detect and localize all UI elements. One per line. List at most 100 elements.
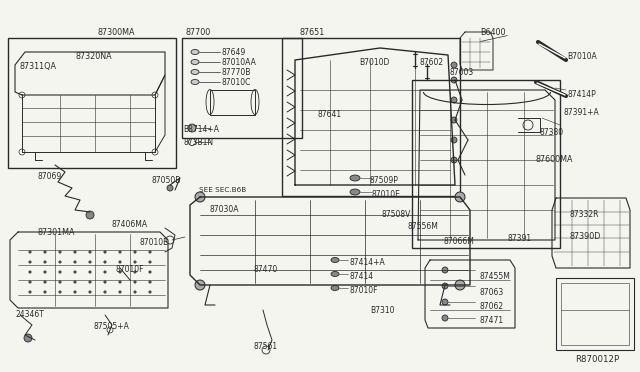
Text: SEE SEC.B6B: SEE SEC.B6B <box>199 187 246 193</box>
Circle shape <box>44 271 46 273</box>
Circle shape <box>44 281 46 283</box>
Text: 87010F: 87010F <box>115 265 143 274</box>
Text: 87069: 87069 <box>38 172 62 181</box>
Circle shape <box>59 281 61 283</box>
Text: 87471: 87471 <box>480 316 504 325</box>
Circle shape <box>451 157 457 163</box>
Text: 87600MA: 87600MA <box>535 155 573 164</box>
Text: 87010E: 87010E <box>371 190 400 199</box>
Text: 87700: 87700 <box>186 28 211 37</box>
Text: B7010D: B7010D <box>359 58 389 67</box>
Circle shape <box>89 271 92 273</box>
Circle shape <box>104 281 106 283</box>
Circle shape <box>195 192 205 202</box>
Circle shape <box>451 62 457 68</box>
Text: 87406MA: 87406MA <box>112 220 148 229</box>
Bar <box>561 283 629 345</box>
Text: 87010E: 87010E <box>140 238 169 247</box>
Ellipse shape <box>191 60 199 64</box>
Circle shape <box>149 261 151 263</box>
Circle shape <box>149 291 151 293</box>
Text: 87505+A: 87505+A <box>94 322 130 331</box>
Circle shape <box>119 271 121 273</box>
Text: 87010F: 87010F <box>350 286 378 295</box>
Circle shape <box>119 261 121 263</box>
Bar <box>412 80 560 248</box>
Text: 87556M: 87556M <box>408 222 439 231</box>
Ellipse shape <box>191 80 199 84</box>
Text: 87414+A: 87414+A <box>350 258 386 267</box>
Text: 87300MA: 87300MA <box>97 28 134 37</box>
Text: 873B1N: 873B1N <box>183 138 213 147</box>
Circle shape <box>451 117 457 123</box>
Text: 87311QA: 87311QA <box>20 62 57 71</box>
Circle shape <box>134 271 136 273</box>
Text: 87320NA: 87320NA <box>75 52 111 61</box>
Text: 87390D: 87390D <box>569 232 600 241</box>
Bar <box>182 38 302 138</box>
Circle shape <box>134 281 136 283</box>
Circle shape <box>104 271 106 273</box>
Text: 87066M: 87066M <box>444 237 475 246</box>
Circle shape <box>44 291 46 293</box>
Circle shape <box>442 267 448 273</box>
Circle shape <box>455 192 465 202</box>
Text: 87414: 87414 <box>350 272 374 281</box>
Circle shape <box>44 261 46 263</box>
Text: 87050B: 87050B <box>152 176 181 185</box>
Text: 87030A: 87030A <box>209 205 239 214</box>
Text: 87455M: 87455M <box>479 272 510 281</box>
Circle shape <box>74 271 76 273</box>
Circle shape <box>29 251 31 253</box>
Text: 87062: 87062 <box>480 302 504 311</box>
Text: 87063: 87063 <box>480 288 504 297</box>
Text: 24346T: 24346T <box>15 310 44 319</box>
Ellipse shape <box>350 175 360 181</box>
Circle shape <box>442 315 448 321</box>
Circle shape <box>104 251 106 253</box>
Circle shape <box>188 124 196 132</box>
Circle shape <box>29 261 31 263</box>
Ellipse shape <box>331 272 339 276</box>
Circle shape <box>89 261 92 263</box>
Text: 87770B: 87770B <box>222 68 252 77</box>
Text: 87010AA: 87010AA <box>222 58 257 67</box>
Circle shape <box>89 291 92 293</box>
Circle shape <box>59 291 61 293</box>
Circle shape <box>451 97 457 103</box>
Text: 87391+A: 87391+A <box>564 108 600 117</box>
Text: B7310: B7310 <box>370 306 394 315</box>
Text: 87414P: 87414P <box>567 90 596 99</box>
Text: 87509P: 87509P <box>370 176 399 185</box>
Circle shape <box>59 261 61 263</box>
Circle shape <box>134 261 136 263</box>
Bar <box>210 90 255 115</box>
Bar <box>556 278 634 350</box>
Text: 87508V: 87508V <box>381 210 410 219</box>
Circle shape <box>29 271 31 273</box>
Circle shape <box>442 283 448 289</box>
Circle shape <box>149 251 151 253</box>
Circle shape <box>29 291 31 293</box>
Circle shape <box>149 271 151 273</box>
Circle shape <box>149 281 151 283</box>
Text: 87603: 87603 <box>450 68 474 77</box>
Circle shape <box>134 291 136 293</box>
Circle shape <box>29 281 31 283</box>
Circle shape <box>134 251 136 253</box>
Circle shape <box>44 251 46 253</box>
Circle shape <box>89 251 92 253</box>
Text: 87470: 87470 <box>253 265 277 274</box>
Circle shape <box>74 251 76 253</box>
Circle shape <box>455 280 465 290</box>
Text: 87380: 87380 <box>540 128 564 137</box>
Ellipse shape <box>191 49 199 55</box>
Circle shape <box>74 281 76 283</box>
Text: 87641: 87641 <box>318 110 342 119</box>
Circle shape <box>59 251 61 253</box>
Circle shape <box>104 291 106 293</box>
Text: 87649: 87649 <box>222 48 246 57</box>
Circle shape <box>86 211 94 219</box>
Text: 87651: 87651 <box>300 28 325 37</box>
Circle shape <box>74 261 76 263</box>
